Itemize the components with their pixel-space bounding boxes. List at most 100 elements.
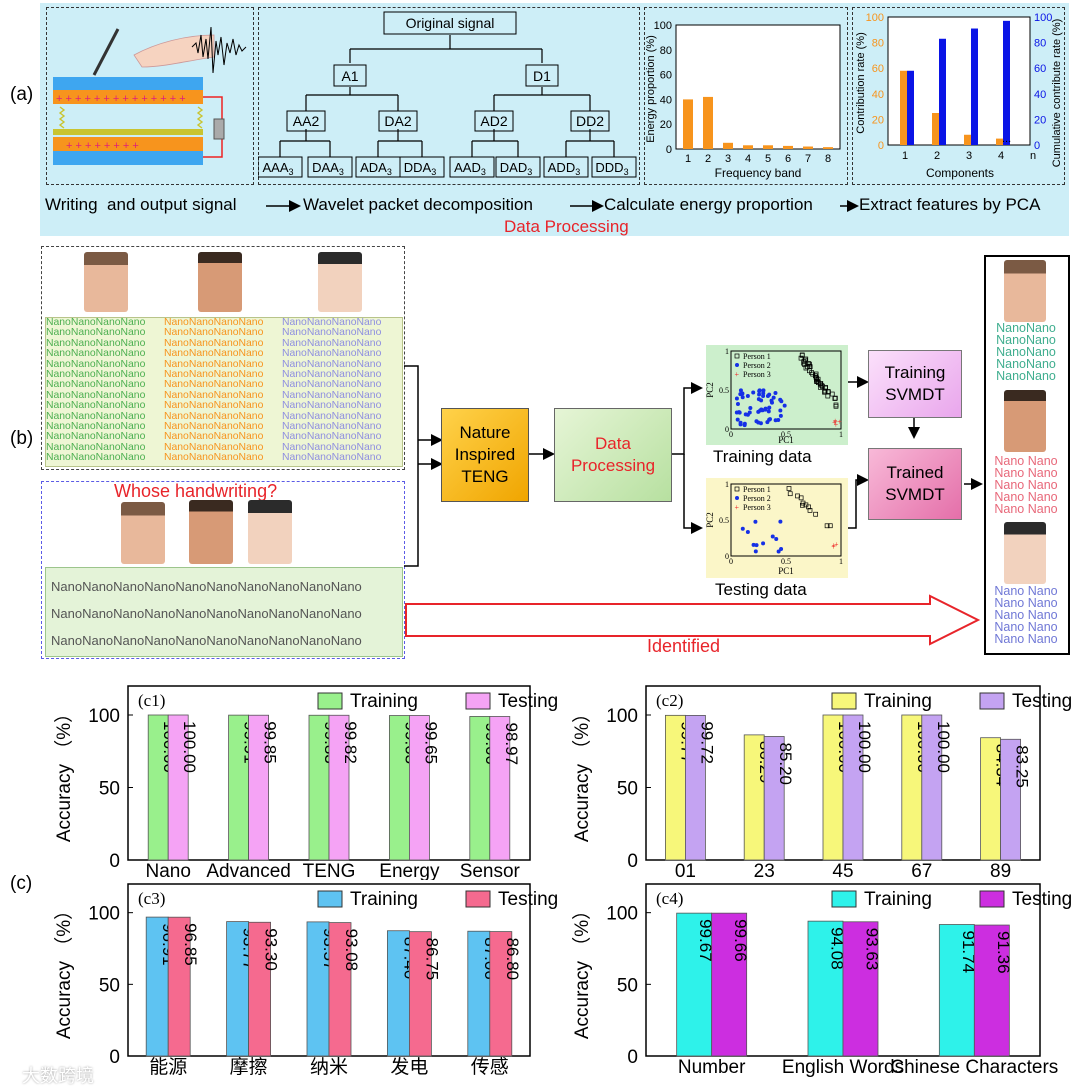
accuracy-bar	[328, 714, 350, 861]
legend-label: Training	[864, 691, 932, 712]
pen-image	[92, 28, 120, 76]
training-scatter-xlabel: PC1	[778, 435, 794, 445]
flow-step-writing: Writing and output signal	[45, 195, 237, 214]
scatter-ytick: 0	[725, 552, 729, 561]
scatter-ytick: 1	[725, 480, 729, 489]
energy-xtick: 5	[765, 153, 771, 165]
flow-step-pca: Extract features by PCA	[859, 195, 1041, 214]
bar-value-label: 96.85	[181, 923, 200, 966]
energy-ytick: 100	[654, 20, 672, 32]
person2-point	[738, 388, 743, 393]
tree-node-DA2: DA2	[384, 113, 411, 129]
panel-label-a: (a)	[10, 84, 34, 105]
person3-point: +	[831, 542, 836, 551]
trained-svmdt-line-2: SVMDT	[885, 485, 945, 504]
pca-contribution-bar	[900, 70, 907, 145]
training-face-person-2	[198, 252, 242, 312]
pca-ytick-left: 80	[872, 38, 884, 50]
person3-point: +	[834, 540, 839, 549]
accuracy-bar	[921, 714, 943, 861]
dp-box-line-1: Data	[595, 434, 631, 453]
person2-point	[747, 410, 752, 415]
device-illustration-box	[46, 7, 254, 185]
chart-c4: 0 50 100 Accuracy （%） (c4) Training Testing 99.…	[571, 883, 1072, 1078]
legend-swatch	[979, 890, 1005, 908]
person2-point	[773, 418, 778, 423]
energy-bar	[763, 145, 773, 149]
person1-point	[803, 356, 809, 362]
scatter-xtick: 0	[729, 557, 733, 566]
accuracy-bar	[807, 920, 844, 1057]
pca-xtick: 4	[998, 150, 1004, 162]
output-text-person-1: NanoNano NanoNano NanoNano NanoNano NanoNano	[996, 321, 1056, 383]
scatter-legend-entry: Person 3	[743, 503, 771, 512]
svg-text:+ + + + + + + +: + + + + + + + +	[66, 140, 139, 152]
scatter-legend-entry: Person 2	[743, 494, 771, 503]
pca-cumulative-bar	[971, 28, 978, 145]
bar-value-label: 99.67	[696, 919, 715, 962]
pca-cumulative-bar	[939, 38, 946, 145]
watermark: 大数跨境	[22, 1066, 94, 1086]
testing-scatter-xlabel: PC1	[778, 566, 794, 576]
legend-marker-person2	[735, 363, 739, 367]
teng-box-line-2: Inspired	[454, 445, 516, 464]
person2-point	[754, 543, 759, 548]
person2-point	[756, 420, 761, 425]
legend-marker-person1	[734, 486, 740, 492]
scatter-ytick: 0	[725, 425, 729, 434]
pca-xlabel: Components	[926, 166, 994, 180]
legend-label: Training	[864, 889, 932, 910]
top-layer	[53, 90, 203, 104]
subchart-title: (c1)	[138, 691, 165, 710]
person1-point	[807, 507, 813, 513]
person2-point	[745, 530, 750, 535]
accuracy-bar	[973, 924, 1010, 1057]
energy-xtick: 2	[705, 153, 711, 165]
person2-point	[767, 405, 772, 410]
bar-value-label: 94.08	[828, 927, 847, 970]
category-label: Sensor	[460, 861, 521, 880]
tree-node-level3-box	[307, 156, 353, 178]
bottom-electrode	[53, 151, 203, 165]
person2-point	[779, 547, 784, 552]
pca-ytick-left: 60	[872, 63, 884, 75]
whose-handwriting-question: Whose handwriting?	[114, 481, 278, 501]
tree-node-level3-box	[495, 156, 541, 178]
person1-point	[824, 523, 830, 529]
person1-point	[806, 504, 811, 510]
legend-label: Testing	[1012, 889, 1072, 910]
bar-value-label: 99.66	[731, 919, 750, 962]
legend-swatch	[317, 692, 343, 710]
load-resistor	[213, 118, 225, 140]
accuracy-bar	[676, 912, 713, 1057]
training-samples-box	[41, 246, 405, 470]
person1-point	[798, 495, 804, 501]
person2-point	[748, 405, 753, 410]
bar-value-label: 91.74	[959, 931, 978, 974]
person1-point	[827, 523, 833, 529]
accuracy-bar	[408, 715, 430, 861]
energy-xtick: 7	[805, 153, 811, 165]
wavelet-packet-tree: Original signal A1 D1 AA2 DA2 AD2 DD2 AA…	[258, 11, 637, 178]
category-label: 45	[832, 861, 853, 880]
accuracy-bar	[248, 714, 270, 861]
scatter-ytick: 0.5	[719, 516, 729, 525]
pca-xtick: n	[1030, 150, 1036, 162]
scatter-legend-entry: Person 1	[743, 352, 771, 361]
energy-bar	[783, 145, 793, 149]
person2-point	[766, 409, 771, 414]
pca-xtick: 3	[966, 150, 972, 162]
energy-chart-box	[644, 7, 848, 185]
person2-point	[765, 393, 770, 398]
category-label: 发电	[390, 1056, 428, 1078]
person2-point	[756, 409, 761, 414]
bar-value-label: 100.00	[855, 721, 874, 773]
legend-swatch	[831, 692, 857, 710]
pca-ytick-right: 20	[1034, 114, 1046, 126]
accuracy-ylabel: Accuracy （%）	[571, 901, 593, 1039]
tree-node-AD2: AD2	[480, 113, 507, 129]
bar-value-label: 93.30	[262, 928, 281, 971]
person1-point	[814, 379, 819, 384]
